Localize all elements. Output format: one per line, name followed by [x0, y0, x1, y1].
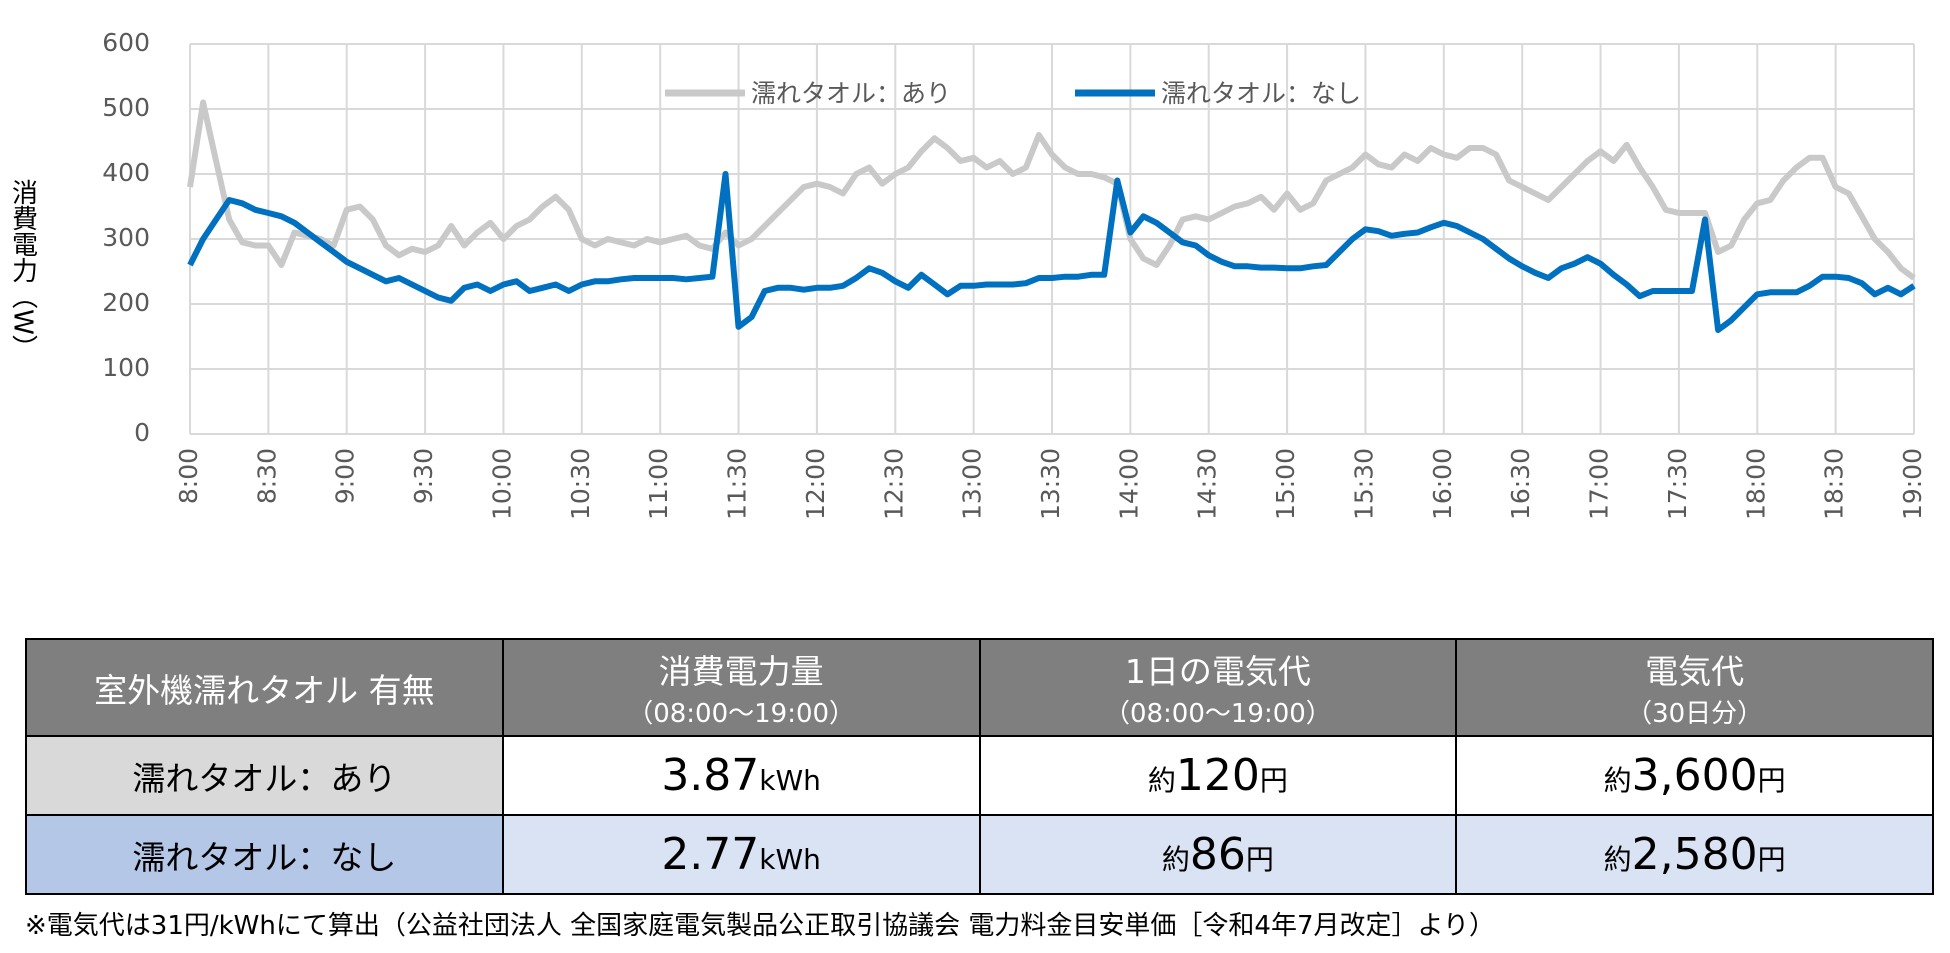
header-sub: （08:00～19:00）: [627, 699, 856, 729]
header-sub: （30日分）: [1626, 699, 1764, 729]
x-tick-label: 8:00: [174, 448, 203, 504]
cell: 約2,580円: [1455, 814, 1934, 895]
value: 120: [1175, 750, 1260, 801]
series-line: [187, 99, 1916, 281]
cell: 3.87kWh: [501, 735, 981, 816]
legend-label: 濡れタオル：なし: [1161, 79, 1361, 108]
unit: 円: [1245, 843, 1274, 876]
y-tick-label: 0: [134, 418, 150, 447]
cell: 約3,600円: [1455, 735, 1934, 816]
x-tick-label: 14:00: [1114, 448, 1143, 520]
header-title: 消費電力量: [658, 652, 824, 691]
x-tick-label: 10:30: [566, 448, 595, 520]
header-cell: 電気代 （30日分）: [1455, 638, 1934, 737]
header-title: 1日の電気代: [1124, 652, 1311, 691]
x-tick-label: 10:00: [487, 448, 516, 520]
x-tick-label: 11:00: [644, 448, 673, 520]
prefix: 約: [1147, 764, 1176, 797]
x-tick-label: 17:00: [1585, 448, 1614, 520]
header-cell: 消費電力量 （08:00～19:00）: [501, 638, 981, 737]
y-tick-label: 500: [102, 93, 150, 122]
legend-label: 濡れタオル：あり: [751, 79, 951, 108]
value: 86: [1189, 829, 1246, 880]
header-title: 電気代: [1645, 652, 1745, 691]
unit: 円: [1757, 843, 1786, 876]
summary-table: 室外機濡れタオル 有無 消費電力量 （08:00～19:00） 1日の電気代 （08…: [25, 638, 1934, 895]
x-tick-label: 16:00: [1428, 448, 1457, 520]
unit: kWh: [759, 843, 821, 876]
unit: kWh: [759, 764, 821, 797]
row: 濡れタオル：なし 2.77kWh 約86円 約2,580円: [25, 814, 1934, 895]
footnote: ※電気代は31円/kWhにて算出（公益社団法人 全国家庭電気製品公正取引協議会 …: [25, 911, 1495, 941]
header-cell: 1日の電気代 （08:00～19:00）: [978, 638, 1458, 737]
x-tick-label: 9:00: [331, 448, 360, 504]
x-tick-label: 14:30: [1193, 448, 1222, 520]
unit: 円: [1259, 764, 1288, 797]
value: 3,600: [1631, 750, 1758, 801]
x-tick-label: 16:30: [1506, 448, 1535, 520]
y-tick-label: 400: [102, 158, 150, 187]
x-tick-label: 19:00: [1898, 448, 1927, 520]
row-label: 濡れタオル：あり: [25, 735, 504, 816]
series-line: [187, 171, 1916, 333]
y-tick-label: 200: [102, 288, 150, 317]
prefix: 約: [1603, 843, 1632, 876]
x-tick-label: 8:30: [252, 448, 281, 504]
cell: 約86円: [978, 814, 1458, 895]
x-tick-label: 15:30: [1349, 448, 1378, 520]
row: 濡れタオル：あり 3.87kWh 約120円 約3,600円: [25, 735, 1934, 816]
x-tick-label: 13:30: [1036, 448, 1065, 520]
value: 2.77: [661, 829, 760, 880]
x-tick-label: 18:30: [1820, 448, 1849, 520]
y-tick-label: 300: [102, 223, 150, 252]
row-label: 濡れタオル：なし: [25, 814, 504, 895]
x-tick-label: 9:30: [409, 448, 438, 504]
value: 2,580: [1631, 829, 1758, 880]
x-tick-label: 13:00: [958, 448, 987, 520]
x-tick-label: 18:00: [1741, 448, 1770, 520]
x-tick-label: 17:30: [1663, 448, 1692, 520]
y-tick-label: 100: [102, 353, 150, 382]
cell: 約120円: [978, 735, 1458, 816]
header-sub: （08:00～19:00）: [1103, 699, 1332, 729]
x-tick-label: 12:00: [801, 448, 830, 520]
value: 3.87: [661, 750, 760, 801]
prefix: 約: [1603, 764, 1632, 797]
chart: 消費電力（W） 0 100 200 300 400 500 600 8:00 8:30 9:00 9…: [8, 28, 1928, 520]
cell: 2.77kWh: [501, 814, 981, 895]
x-tick-label: 11:30: [723, 448, 752, 520]
y-tick-label: 600: [102, 28, 150, 57]
unit: 円: [1757, 764, 1786, 797]
x-tick-label: 15:00: [1271, 448, 1300, 520]
x-tick-label: 12:30: [879, 448, 908, 520]
y-axis-label: 消費電力（W）: [8, 179, 38, 361]
header-cell: 室外機濡れタオル 有無: [25, 638, 504, 737]
prefix: 約: [1161, 843, 1190, 876]
header-row: 室外機濡れタオル 有無 消費電力量 （08:00～19:00） 1日の電気代 （08…: [25, 638, 1934, 737]
